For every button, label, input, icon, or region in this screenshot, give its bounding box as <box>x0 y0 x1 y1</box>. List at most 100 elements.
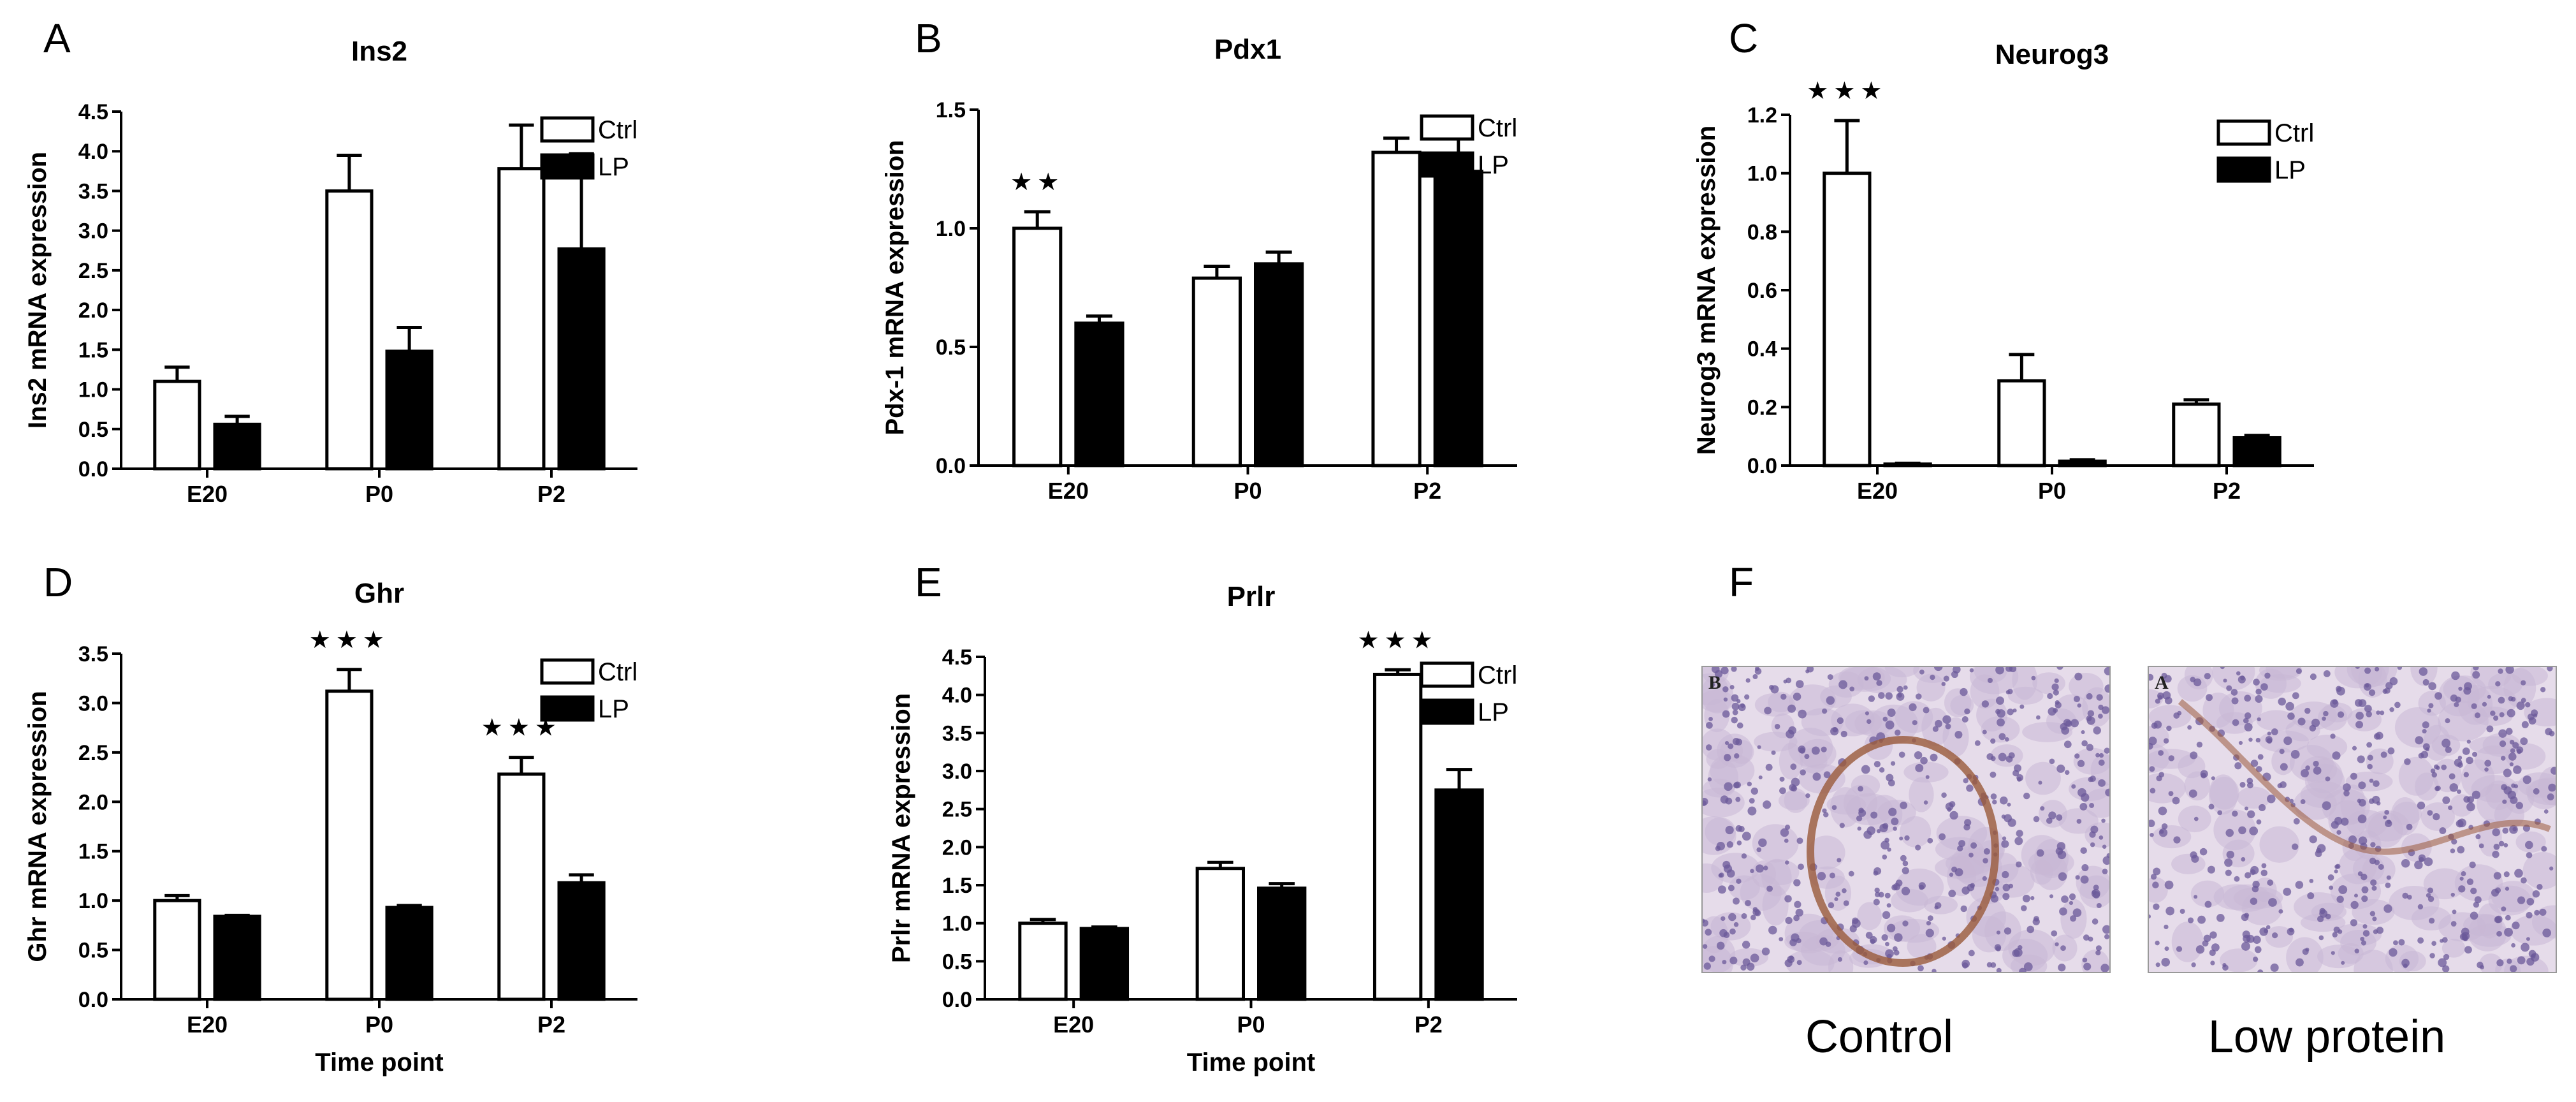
cell-nucleus <box>1874 892 1881 897</box>
cell-nucleus <box>2008 752 2015 759</box>
cell-nucleus <box>1990 793 1997 800</box>
cell-nucleus <box>2427 810 2433 816</box>
cell-nucleus <box>2080 847 2087 854</box>
tissue-cell <box>2271 747 2295 775</box>
cell-nucleus <box>1900 801 1908 809</box>
cell-nucleus <box>1957 845 1963 852</box>
cell-nucleus <box>2425 747 2429 752</box>
cell-nucleus <box>2521 943 2530 952</box>
cell-nucleus <box>1765 763 1773 771</box>
cell-nucleus <box>2521 680 2526 686</box>
cell-nucleus <box>2373 929 2378 934</box>
cell-nucleus <box>2307 892 2315 900</box>
cell-nucleus <box>1728 913 1736 922</box>
cell-nucleus <box>1902 920 1909 927</box>
cell-nucleus <box>1982 876 1987 881</box>
cell-nucleus <box>1874 761 1881 768</box>
cell-nucleus <box>1828 902 1835 909</box>
cell-nucleus <box>2267 794 2276 804</box>
cell-nucleus <box>2502 827 2508 834</box>
cell-nucleus <box>2428 703 2434 709</box>
cell-nucleus <box>2343 790 2350 797</box>
y-tick-label: 0.5 <box>78 939 108 963</box>
chart-title: Ins2 <box>351 36 407 67</box>
cell-nucleus <box>1902 867 1909 874</box>
x-tick-label: P2 <box>537 1011 565 1038</box>
cell-nucleus <box>2004 737 2009 742</box>
cell-nucleus <box>2226 685 2232 691</box>
cell-nucleus <box>2007 802 2011 807</box>
cell-nucleus <box>1830 727 1839 736</box>
cell-nucleus <box>2474 896 2482 904</box>
chart-neurog3: Neurog3 0.0 0.2 0.4 0.6 0.8 1.0 1.2 Neurog3 mRNA… <box>1692 39 2314 504</box>
cell-nucleus <box>1966 784 1974 792</box>
cell-nucleus <box>2058 964 2066 972</box>
cell-nucleus <box>2311 718 2320 727</box>
cell-nucleus <box>1857 826 1861 831</box>
cell-nucleus <box>2012 770 2019 777</box>
tissue-cell <box>2212 666 2255 691</box>
cell-nucleus <box>2376 801 2381 805</box>
cell-nucleus <box>2384 809 2389 815</box>
cell-nucleus <box>2464 682 2472 691</box>
cell-nucleus <box>2354 893 2358 898</box>
cell-nucleus <box>2173 836 2181 844</box>
cell-nucleus <box>2334 869 2338 874</box>
cell-nucleus <box>2191 855 2199 863</box>
cell-nucleus <box>1858 809 1867 817</box>
cell-nucleus <box>1744 694 1750 700</box>
cell-nucleus <box>2153 867 2161 876</box>
x-axis-title: Time point <box>1187 1048 1315 1076</box>
cell-nucleus <box>2297 717 2306 726</box>
cell-nucleus <box>1811 746 1820 755</box>
cell-nucleus <box>2002 871 2009 879</box>
cell-nucleus <box>2101 818 2106 823</box>
cell-nucleus <box>2357 814 2367 823</box>
cell-nucleus <box>1821 708 1828 714</box>
y-tick-label: 4.5 <box>942 645 972 670</box>
cell-nucleus <box>2051 683 2059 691</box>
cell-nucleus <box>2536 884 2543 890</box>
cell-nucleus <box>2155 698 2160 704</box>
panel-label-f: F <box>1729 559 1754 605</box>
cell-nucleus <box>2417 937 2424 944</box>
cell-nucleus <box>2419 667 2428 676</box>
cell-nucleus <box>2456 819 2464 828</box>
y-axis-title: Prlr mRNA expression <box>887 693 915 963</box>
cell-nucleus <box>1863 960 1868 966</box>
cell-nucleus <box>1881 934 1888 941</box>
cell-nucleus <box>2287 927 2295 936</box>
cell-nucleus <box>2367 754 2373 761</box>
islet-outline <box>1807 736 1999 967</box>
cell-nucleus <box>2164 924 2169 930</box>
cell-nucleus <box>1968 950 1975 957</box>
significance-marker: ★★★ <box>1358 626 1438 654</box>
cell-nucleus <box>2406 823 2413 830</box>
cell-nucleus <box>2056 764 2065 773</box>
cell-nucleus <box>1930 674 1935 680</box>
cell-nucleus <box>1890 761 1896 766</box>
cell-nucleus <box>2252 881 2260 888</box>
cell-nucleus <box>2369 778 2374 783</box>
cell-nucleus <box>2280 763 2288 771</box>
cell-nucleus <box>2471 790 2480 800</box>
tissue-cell <box>2394 707 2441 748</box>
cell-nucleus <box>2292 843 2299 850</box>
cell-nucleus <box>2394 702 2401 709</box>
cell-nucleus <box>2190 677 2195 682</box>
cell-nucleus <box>2168 791 2174 797</box>
cell-nucleus <box>2225 828 2234 837</box>
cell-nucleus <box>2343 783 2351 791</box>
tissue-cell <box>2035 853 2068 890</box>
cell-nucleus <box>2293 818 2300 825</box>
cell-nucleus <box>1961 886 1970 895</box>
cell-nucleus <box>1735 825 1742 832</box>
cell-nucleus <box>2362 930 2370 937</box>
cell-nucleus <box>2038 781 2042 785</box>
cell-nucleus <box>1726 841 1734 848</box>
cell-nucleus <box>1995 666 2004 675</box>
cell-nucleus <box>1943 675 1950 682</box>
cell-nucleus <box>1932 969 1937 973</box>
cell-nucleus <box>2098 779 2106 787</box>
x-tick-label: E20 <box>187 1011 228 1038</box>
